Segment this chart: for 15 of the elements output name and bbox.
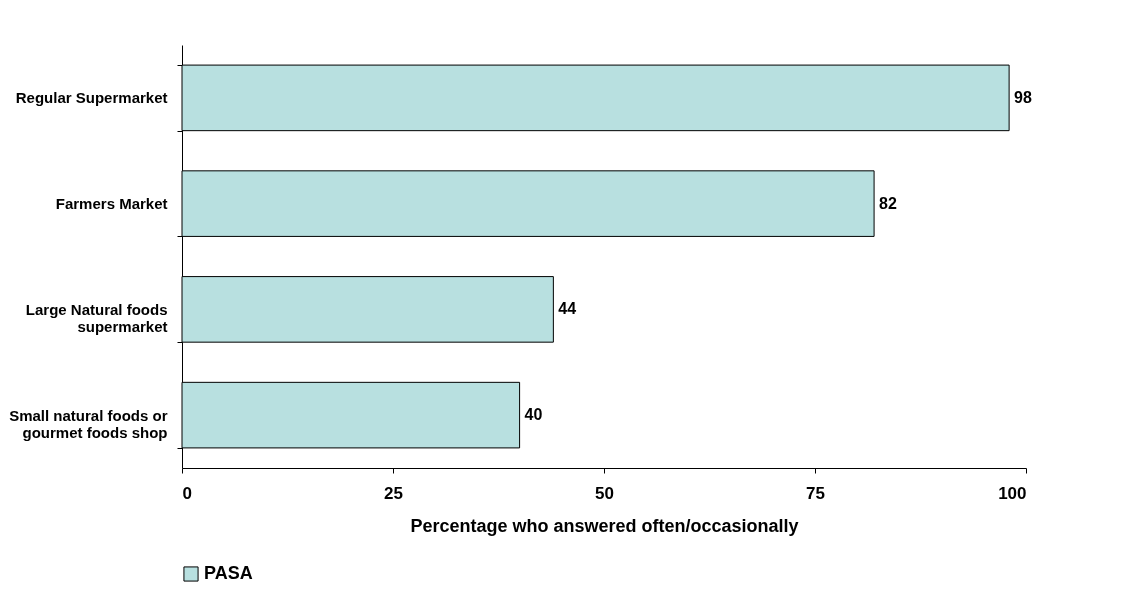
data-label: 40 xyxy=(524,406,543,424)
x-tick-label: 50 xyxy=(595,483,614,503)
data-label: 82 xyxy=(879,194,897,212)
x-tick-label: 0 xyxy=(182,483,192,503)
x-tick-label: 75 xyxy=(806,483,825,503)
data-label: 98 xyxy=(1014,88,1033,106)
y-tick-label: Small natural foods or gourmet foods shop xyxy=(9,406,168,441)
x-tick-label: 25 xyxy=(384,483,403,503)
y-tick-label: Farmers Market xyxy=(55,195,168,213)
y-tick-label: Large Natural foods supermarket xyxy=(25,300,168,335)
legend-label: PASA xyxy=(204,563,253,583)
y-tick-label: Regular Supermarket xyxy=(15,89,168,107)
x-tick-label: 100 xyxy=(998,483,1027,503)
x-axis-title: Percentage who answered often/occasionally xyxy=(410,515,799,536)
data-label: 44 xyxy=(558,300,577,318)
